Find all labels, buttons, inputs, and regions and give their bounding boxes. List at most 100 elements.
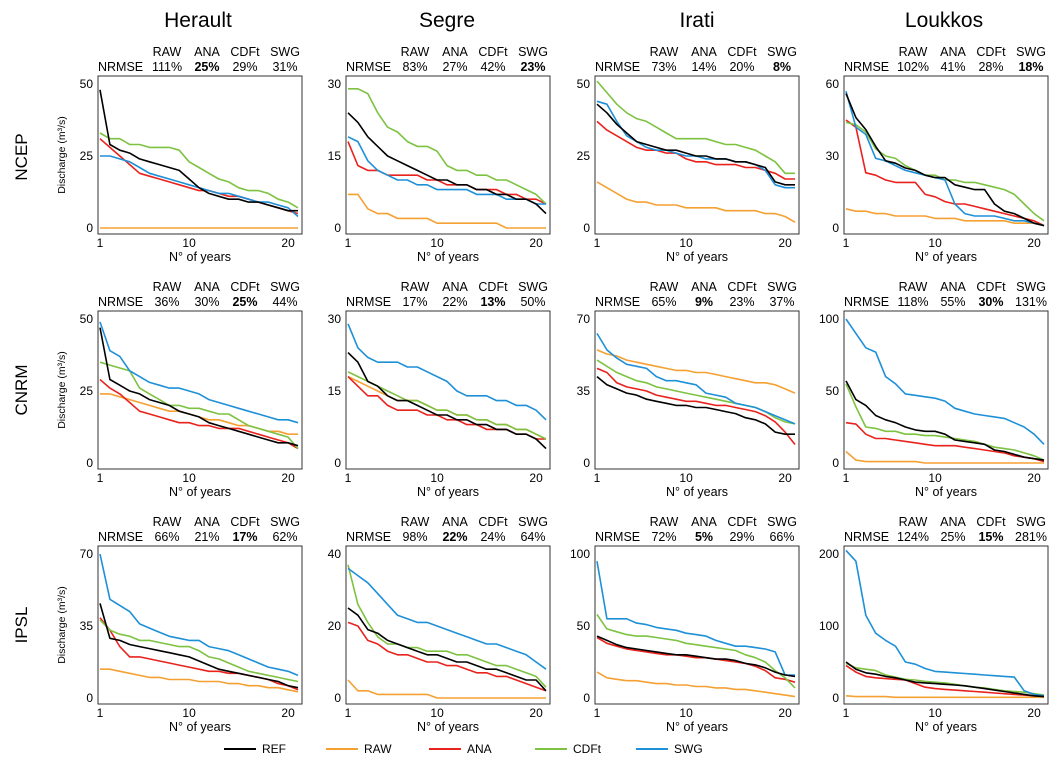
series-line-ana xyxy=(845,664,1045,698)
nrmse-value-raw: 66% xyxy=(154,530,179,544)
nrmse-value-ana: 21% xyxy=(194,530,219,544)
nrmse-method-swg: SWG xyxy=(270,45,300,59)
x-tick-label: 10 xyxy=(182,471,196,485)
nrmse-value-swg: 131% xyxy=(1015,295,1047,309)
column-title-irati: Irati xyxy=(679,9,714,32)
nrmse-value-raw: 65% xyxy=(651,295,676,309)
nrmse-value-cdft: 30% xyxy=(978,295,1003,309)
series-line-cdft xyxy=(596,359,796,425)
x-tick-label: 1 xyxy=(594,471,601,485)
column-title-herault: Herault xyxy=(164,9,232,32)
legend-item-swg: SWG xyxy=(636,742,703,756)
nrmse-label: NRMSE xyxy=(844,60,889,74)
series-line-raw xyxy=(845,208,1045,227)
nrmse-value-cdft: 13% xyxy=(480,295,505,309)
legend-item-ref: REF xyxy=(224,742,286,756)
nrmse-value-swg: 18% xyxy=(1018,60,1043,74)
nrmse-value-ana: 9% xyxy=(695,295,713,309)
x-tick-label: 20 xyxy=(529,471,543,485)
nrmse-value-cdft: 24% xyxy=(480,530,505,544)
nrmse-method-raw: RAW xyxy=(401,45,430,59)
series-line-ref xyxy=(99,327,299,447)
y-tick-label: 70 xyxy=(80,547,94,561)
legend-item-ana: ANA xyxy=(429,742,492,756)
x-tick-label: 10 xyxy=(679,471,693,485)
plot-frame xyxy=(97,310,303,470)
nrmse-method-cdft: CDFt xyxy=(478,515,508,529)
y-tick-label: 35 xyxy=(80,619,94,633)
series-line-swg xyxy=(99,553,299,677)
legend-label: CDFt xyxy=(573,742,602,756)
nrmse-label: NRMSE xyxy=(98,295,143,309)
column-titles: Herault Segre Irati Loukkos xyxy=(164,9,983,32)
series-line-cdft xyxy=(99,619,299,683)
series-line-raw xyxy=(845,450,1044,464)
series-line-swg xyxy=(845,318,1045,445)
series-line-ref xyxy=(347,352,547,450)
nrmse-method-ana: ANA xyxy=(940,515,966,529)
nrmse-value-ana: 41% xyxy=(940,60,965,74)
x-tick-label: 20 xyxy=(281,706,295,720)
y-tick-label: 0 xyxy=(832,456,839,470)
nrmse-value-swg: 50% xyxy=(520,295,545,309)
x-tick-label: 10 xyxy=(430,471,444,485)
plot-frame xyxy=(843,310,1049,470)
x-tick-label: 10 xyxy=(182,706,196,720)
nrmse-value-swg: 66% xyxy=(769,530,794,544)
series-line-cdft xyxy=(99,361,299,450)
series-line-ref xyxy=(347,112,547,215)
x-tick-label: 1 xyxy=(843,471,850,485)
nrmse-method-raw: RAW xyxy=(401,280,430,294)
y-tick-label: 60 xyxy=(826,77,840,91)
nrmse-value-swg: 31% xyxy=(272,60,297,74)
nrmse-value-cdft: 23% xyxy=(729,295,754,309)
column-title-loukkos: Loukkos xyxy=(905,9,983,32)
plot-frame xyxy=(97,545,303,705)
series-line-ana xyxy=(99,378,299,450)
nrmse-method-raw: RAW xyxy=(650,515,679,529)
nrmse-label: NRMSE xyxy=(346,295,391,309)
nrmse-value-ana: 25% xyxy=(940,530,965,544)
y-tick-label: 25 xyxy=(80,149,94,163)
plot-frame xyxy=(345,75,551,235)
y-tick-label: 15 xyxy=(328,384,342,398)
nrmse-method-raw: RAW xyxy=(153,515,182,529)
series-line-swg xyxy=(99,321,299,424)
series-line-cdft xyxy=(845,662,1045,696)
nrmse-label: NRMSE xyxy=(595,530,640,544)
nrmse-method-swg: SWG xyxy=(270,515,300,529)
x-tick-label: 10 xyxy=(928,236,942,250)
y-axis-label: Discharge (m³/s) xyxy=(56,116,68,194)
plot-frame xyxy=(97,75,303,235)
series-line-cdft xyxy=(347,371,547,440)
x-tick-label: 20 xyxy=(529,236,543,250)
nrmse-method-raw: RAW xyxy=(899,280,928,294)
y-tick-label: 100 xyxy=(570,547,590,561)
nrmse-value-raw: 124% xyxy=(897,530,929,544)
y-tick-label: 40 xyxy=(328,547,342,561)
plot-frame xyxy=(843,545,1049,705)
series-line-cdft xyxy=(596,614,796,689)
x-tick-label: 20 xyxy=(281,236,295,250)
nrmse-value-raw: 102% xyxy=(897,60,929,74)
nrmse-method-ana: ANA xyxy=(940,45,966,59)
nrmse-method-raw: RAW xyxy=(153,280,182,294)
nrmse-value-raw: 83% xyxy=(402,60,427,74)
x-tick-label: 20 xyxy=(281,471,295,485)
y-tick-label: 0 xyxy=(334,456,341,470)
nrmse-method-raw: RAW xyxy=(401,515,430,529)
x-tick-label: 20 xyxy=(1027,706,1041,720)
nrmse-method-cdft: CDFt xyxy=(976,280,1006,294)
nrmse-value-ana: 5% xyxy=(695,530,713,544)
series-line-cdft xyxy=(845,383,1045,461)
nrmse-method-cdft: CDFt xyxy=(976,45,1006,59)
y-tick-label: 20 xyxy=(328,619,342,633)
